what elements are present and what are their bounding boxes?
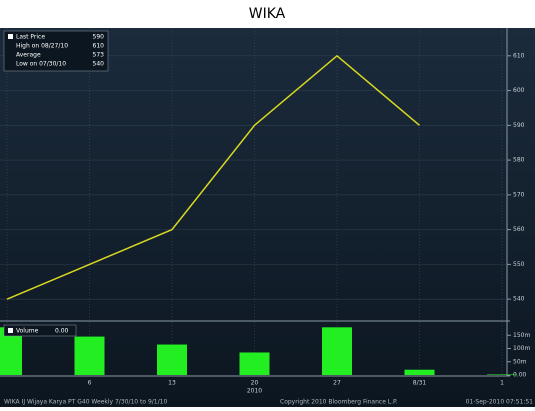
footer-mid: Copyright 2010 Bloomberg Finance L.P. bbox=[280, 399, 398, 406]
y-tick-label: 540 bbox=[513, 296, 525, 303]
x-tick-label: 27 bbox=[333, 380, 341, 387]
volume-bar bbox=[74, 336, 105, 375]
legend-box bbox=[3, 324, 77, 337]
volume-bar bbox=[239, 352, 270, 375]
legend-label: High on 08/27/10 bbox=[16, 43, 68, 50]
y-tick-label: 570 bbox=[513, 191, 525, 198]
legend-value: 610 bbox=[93, 43, 105, 50]
price-line bbox=[6, 54, 420, 300]
legend-label: Average bbox=[16, 52, 41, 59]
y-tick-label: 560 bbox=[513, 226, 525, 233]
legend-swatch bbox=[8, 34, 13, 39]
y-tick-label: 50m bbox=[513, 358, 527, 365]
x-sublabel: 2010 bbox=[247, 388, 262, 395]
legend-label: Volume bbox=[16, 328, 39, 335]
x-tick-label: 1 bbox=[500, 380, 504, 387]
x-tick-label: 20 bbox=[251, 380, 259, 387]
volume-bar bbox=[322, 327, 352, 375]
y-tick-label: 590 bbox=[513, 122, 525, 129]
footer-right: 01-Sep-2010 07:51:51 bbox=[466, 399, 534, 406]
y-tick-label: 550 bbox=[513, 261, 525, 268]
legend-value: 590 bbox=[93, 34, 105, 41]
legend-value: 573 bbox=[93, 52, 105, 59]
legend-value: 0.00 bbox=[55, 328, 69, 335]
y-tick-label: 0.00 bbox=[513, 372, 527, 379]
volume-bar bbox=[487, 374, 517, 375]
x-tick-label: 6 bbox=[88, 380, 92, 387]
y-tick-label: 610 bbox=[513, 52, 525, 59]
legend-value: 540 bbox=[93, 61, 105, 68]
x-tick-label: 13 bbox=[168, 380, 176, 387]
y-tick-label: 580 bbox=[513, 157, 525, 164]
volume-bar bbox=[0, 327, 22, 375]
legend-swatch bbox=[8, 328, 13, 333]
volume-bar bbox=[404, 369, 435, 375]
legend-box bbox=[3, 30, 109, 72]
legend-label: Last Price bbox=[16, 34, 45, 41]
chart-title: WIKA bbox=[249, 6, 286, 22]
y-tick-label: 150m bbox=[513, 332, 530, 339]
y-tick-label: 100m bbox=[513, 345, 530, 352]
y-tick-label: 600 bbox=[513, 87, 525, 94]
x-tick-label: 8/31 bbox=[413, 380, 427, 387]
volume-bar bbox=[157, 344, 187, 375]
footer-left: WIKA IJ Wijaya Karya PT G40 Weekly 7/30/… bbox=[4, 399, 167, 406]
legend-label: Low on 07/30/10 bbox=[16, 61, 66, 68]
